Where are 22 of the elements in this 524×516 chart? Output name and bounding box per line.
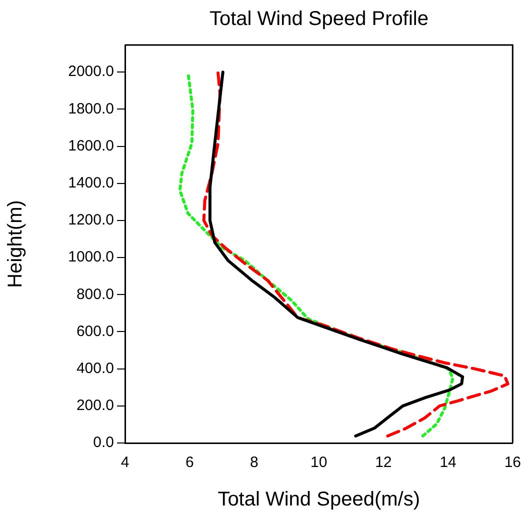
y-tick-label: 1800.0 (68, 100, 114, 118)
y-axis-title: Height(m) (4, 200, 27, 288)
x-tick-label: 8 (250, 454, 258, 472)
x-tick-label: 4 (120, 454, 130, 472)
y-tick-label: 0.0 (93, 434, 114, 452)
chart-title: Total Wind Speed Profile (208, 8, 430, 31)
y-tick-label: 600.0 (76, 322, 114, 340)
y-tick-label: 2000.0 (68, 63, 114, 80)
x-tick-label: 12 (375, 454, 392, 472)
line-series (202, 72, 510, 438)
y-tick-label: 1600.0 (68, 137, 114, 154)
y-tick-label: 400.0 (76, 360, 114, 377)
x-tick-label: 14 (440, 454, 456, 472)
x-axis-title: Total Wind Speed(m/s) (218, 488, 420, 511)
y-tick-label: 800.0 (76, 286, 114, 303)
y-tick-label: 200.0 (76, 397, 114, 414)
y-tick-label: 1200.0 (68, 212, 114, 229)
x-tick-label: 10 (310, 454, 328, 472)
x-tick-label: 16 (504, 454, 521, 472)
y-tick-label: 1000.0 (68, 248, 114, 266)
y-tick-label: 1400.0 (68, 174, 114, 192)
x-tick-label: 6 (185, 454, 194, 472)
